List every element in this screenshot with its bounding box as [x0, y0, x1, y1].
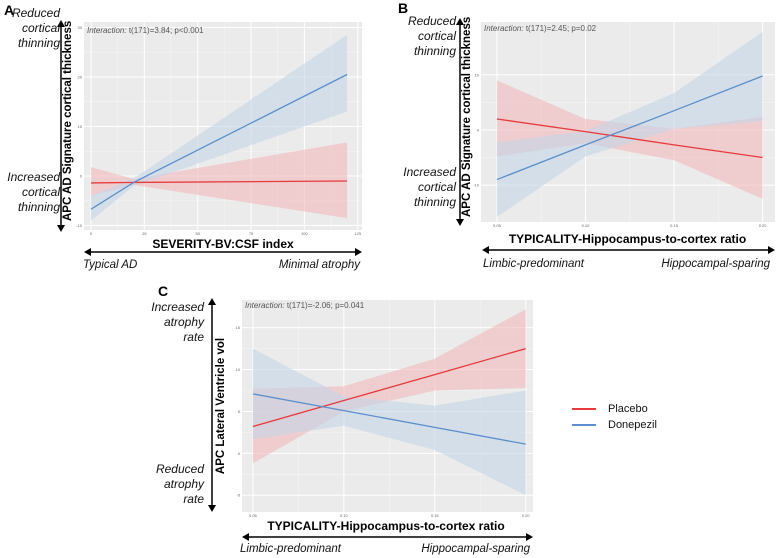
x-tick-label: 0 [90, 231, 93, 236]
x-direction-arrow-b-left-head [482, 246, 489, 254]
x-left-label-b: Limbic-predominant [483, 258, 584, 270]
y-tick-label: 0 [238, 451, 241, 456]
series-line-placebo [496, 118, 763, 159]
x-direction-arrow-a-left-head [84, 248, 91, 256]
x-right-label-c: Hippocampal-sparing [421, 543, 530, 555]
x-tick-label: 0.10 [582, 223, 591, 228]
x-tick-label: 0.05 [249, 513, 258, 518]
x-left-label-a: Typical AD [83, 259, 138, 271]
y-tick-label: 10 [236, 367, 241, 372]
interaction-annotation-b: Interaction: t(171)=2.45; p=0.02 [484, 24, 596, 34]
y-direction-arrow-b-bottom-head [456, 219, 464, 226]
y-direction-arrow-c-top-head [208, 298, 216, 305]
x-direction-arrow-c-left-head [242, 533, 249, 541]
y-bottom-label-c: Reduced atrophy rate [155, 462, 204, 506]
y-tick-label: 10 [78, 124, 83, 129]
x-tick-label: 0.10 [340, 513, 349, 518]
annotation-stat: t(171)=3.84; p<0.001 [128, 26, 204, 35]
y-tick-label: 10 [475, 72, 480, 77]
legend-label: Donepezil [608, 419, 657, 431]
series-line-donepezil [496, 75, 763, 181]
x-tick-label: 50 [195, 231, 200, 236]
panel-letter-c: C [158, 283, 169, 299]
legend-item-placebo: Placebo [572, 403, 657, 415]
annotation-label: Interaction: [245, 301, 285, 310]
x-direction-arrow-c-right-head [526, 533, 533, 541]
ci-band-donepezil [252, 348, 526, 496]
ci-band-placebo [252, 309, 526, 464]
x-tick-label: 0.20 [522, 513, 531, 518]
y-axis-label-a: APC AD Signature cortical thickness [62, 20, 74, 221]
series-line-donepezil [252, 393, 526, 445]
y-tick-label: 20 [78, 74, 83, 79]
y-tick-label: 5 [238, 409, 241, 414]
y-bottom-label-b: Increased cortical thinning [403, 165, 456, 209]
annotation-stat: t(171)=2.45; p=0.02 [525, 24, 597, 33]
x-tick-label: 0.15 [431, 513, 440, 518]
y-tick-label: -10 [473, 183, 480, 188]
ci-band-donepezil [496, 31, 763, 218]
x-right-label-b: Hippocampal-sparing [661, 258, 770, 270]
y-direction-arrow-a-bottom-head [57, 225, 65, 232]
y-top-label-a: Reduced cortical thinning [11, 6, 60, 50]
legend: Placebo Donepezil [572, 403, 657, 431]
interaction-annotation-a: Interaction: t(171)=3.84; p<0.001 [87, 26, 204, 36]
ci-band-donepezil [91, 34, 348, 221]
x-tick-label: 25 [142, 231, 147, 236]
legend-line-donepezil [572, 424, 596, 426]
y-direction-arrow-b-top-head [456, 18, 464, 25]
series-line-donepezil [90, 73, 348, 210]
y-top-label-c: Increased atrophy rate [151, 300, 204, 344]
annotation-label: Interaction: [87, 26, 127, 35]
x-right-label-a: Minimal atrophy [278, 259, 360, 271]
y-tick-label: 30 [78, 25, 83, 30]
legend-item-donepezil: Donepezil [572, 419, 657, 431]
x-direction-arrow-a-right-head [355, 248, 362, 256]
x-axis-label-c: TYPICALITY-Hippocampus-to-cortex ratio [267, 519, 505, 533]
x-tick-label: 75 [249, 231, 254, 236]
y-top-label-b: Reduced cortical thinning [407, 14, 456, 58]
x-tick-label: 125 [354, 231, 361, 236]
y-tick-label: 0 [80, 174, 83, 179]
x-axis-label-b: TYPICALITY-Hippocampus-to-cortex ratio [508, 232, 747, 246]
y-direction-arrow-c-bottom-head [208, 505, 216, 512]
x-tick-label: 100 [301, 231, 308, 236]
panel-letter-a: A [4, 2, 15, 18]
y-tick-label: -10 [76, 223, 83, 228]
y-tick-label: 0 [477, 127, 480, 132]
annotation-label: Interaction: [484, 24, 524, 33]
legend-line-placebo [572, 408, 596, 410]
y-direction-arrow-a-top-head [57, 20, 65, 27]
y-tick-label: -5 [236, 493, 240, 498]
ci-band-placebo [91, 142, 348, 219]
y-axis-label-c: APC Lateral Ventricle vol [215, 337, 227, 475]
x-direction-arrow-b-right-head [768, 246, 775, 254]
y-bottom-label-a: Increased cortical thinning [7, 170, 60, 214]
x-tick-label: 0.15 [670, 223, 679, 228]
x-tick-label: 0.20 [759, 223, 768, 228]
series-line-placebo [252, 347, 526, 428]
y-axis-label-b: APC AD Signature cortical thickness [461, 16, 473, 217]
x-tick-label: 0.05 [493, 223, 502, 228]
annotation-stat: t(171)=-2.06; p=0.041 [286, 301, 365, 310]
interaction-annotation-c: Interaction: t(171)=-2.06; p=0.041 [245, 301, 364, 311]
y-tick-label: 15 [236, 325, 241, 330]
x-left-label-c: Limbic-predominant [240, 543, 341, 555]
legend-label: Placebo [608, 403, 648, 415]
panel-letter-b: B [398, 0, 409, 16]
x-axis-label-a: SEVERITY-BV:CSF index [152, 237, 294, 251]
